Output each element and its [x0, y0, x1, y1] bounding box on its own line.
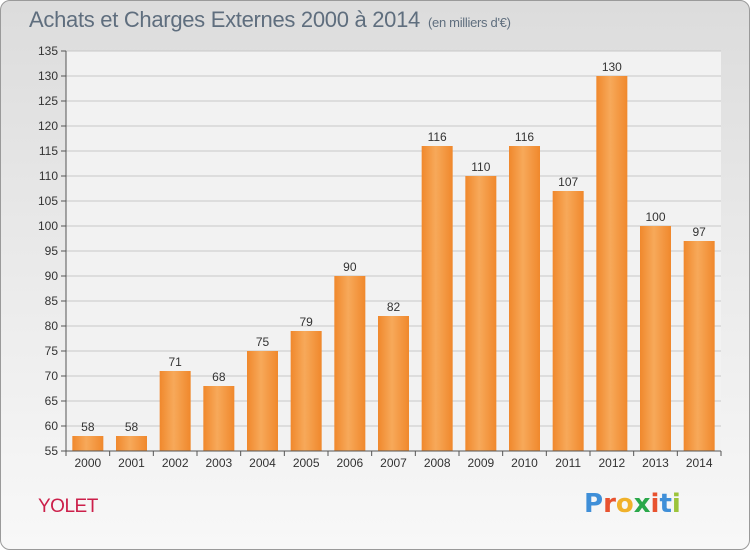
bar [640, 226, 671, 451]
x-tick-label: 2011 [555, 456, 581, 470]
x-tick-label: 2004 [249, 456, 276, 470]
bar-value-label: 58 [125, 420, 139, 434]
proxiti-logo: Proxiti [584, 489, 681, 519]
bar-value-label: 97 [692, 225, 706, 239]
x-tick-label: 2009 [467, 456, 494, 470]
bar-value-label: 75 [256, 335, 270, 349]
logo-letter: i [650, 489, 660, 519]
y-tick-label: 120 [38, 119, 58, 133]
logo-letter: r [603, 489, 616, 519]
y-tick-label: 115 [39, 144, 58, 158]
bar-value-label: 107 [558, 175, 578, 189]
bar-value-label: 90 [343, 260, 357, 274]
x-tick-label: 2002 [162, 456, 189, 470]
bar-value-label: 116 [515, 130, 534, 144]
logo-letter: x [633, 489, 651, 519]
y-tick-label: 70 [45, 369, 59, 383]
chart-subtitle: (en milliers d'€) [427, 15, 511, 30]
bar-value-label: 68 [212, 370, 226, 384]
bar-value-label: 116 [428, 130, 447, 144]
bar [378, 316, 409, 451]
axes: 55 60 65 70 75 80 85 90 95 100 105 110 115 120 125 130 1… [38, 44, 722, 470]
x-tick-label: 2013 [642, 456, 669, 470]
y-tick-label: 85 [45, 294, 59, 308]
bar [116, 436, 147, 451]
x-tick-label: 2000 [74, 456, 101, 470]
y-tick-label: 75 [45, 344, 59, 358]
bar-value-label: 100 [645, 210, 665, 224]
bar [509, 146, 540, 451]
bar [465, 176, 497, 451]
x-tick-label: 2007 [380, 456, 407, 470]
y-tick-label: 65 [45, 394, 59, 408]
bar [334, 276, 366, 451]
y-tick-label: 95 [45, 244, 59, 258]
bar [552, 191, 584, 451]
bar-value-label: 58 [81, 420, 95, 434]
y-tick-label: 100 [38, 219, 58, 233]
bar [159, 371, 191, 451]
logo-letter: P [584, 489, 604, 519]
commune-name: YOLET [38, 496, 98, 517]
chart-title: Achats et Charges Externes 2000 à 2014 (e… [29, 7, 511, 33]
x-tick-label: 2008 [424, 456, 451, 470]
bars: 58 58 71 68 75 79 90 82 116 110 116 107 130 100 97 [72, 60, 715, 451]
logo-letter: i [671, 489, 681, 519]
bar [72, 436, 104, 451]
bar-value-label: 130 [602, 60, 622, 74]
bar [683, 241, 715, 451]
bar [203, 386, 235, 451]
bar-value-label: 82 [387, 300, 401, 314]
y-tick-label: 105 [38, 194, 58, 208]
y-tick-label: 60 [45, 419, 59, 433]
bar-value-label: 79 [299, 315, 313, 329]
x-tick-label: 2001 [118, 456, 145, 470]
bar [421, 146, 453, 451]
y-tick-label: 90 [45, 269, 59, 283]
bar [290, 331, 322, 451]
x-tick-label: 2014 [686, 456, 713, 470]
bar [596, 76, 628, 451]
y-tick-label: 125 [38, 94, 58, 108]
x-tick-label: 2012 [598, 456, 625, 470]
logo-letter: t [659, 489, 672, 519]
x-tick-label: 2003 [205, 456, 232, 470]
chart-title-text: Achats et Charges Externes 2000 à 2014 [29, 7, 420, 32]
y-tick-label: 80 [45, 319, 59, 333]
bar-value-label: 110 [471, 160, 490, 174]
x-tick-label: 2010 [511, 456, 538, 470]
y-tick-label: 130 [38, 69, 58, 83]
x-tick-label: 2005 [293, 456, 320, 470]
y-tick-label: 110 [39, 169, 58, 183]
logo-letter: o [615, 489, 634, 519]
y-tick-label: 135 [38, 44, 58, 58]
x-tick-label: 2006 [336, 456, 363, 470]
bar [247, 351, 278, 451]
y-tick-label: 55 [45, 444, 59, 458]
bar-value-label: 71 [168, 355, 182, 369]
